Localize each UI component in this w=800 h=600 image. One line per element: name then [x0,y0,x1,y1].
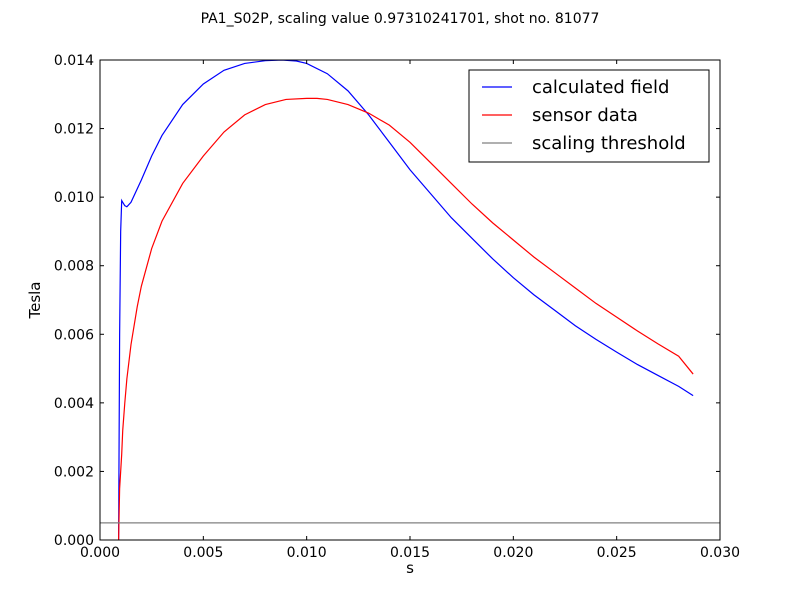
x-tick-label: 0.020 [493,545,533,561]
x-tick-label: 0.015 [390,545,430,561]
series-line-sensor-data [118,97,694,540]
x-tick-label: 0.030 [700,545,740,561]
legend-box [468,69,710,163]
legend: calculated field sensor data scaling thres… [468,69,710,163]
y-tick-label: 0.014 [54,53,94,69]
y-tick-label: 0.008 [54,259,94,275]
y-axis-label: Tesla [26,281,44,319]
series-line-calculated-field [118,60,694,540]
y-tick-label: 0.010 [54,190,94,206]
y-tick-label: 0.004 [54,396,94,412]
chart-title: PA1_S02P, scaling value 0.97310241701, s… [201,11,600,27]
legend-label: scaling threshold [532,133,686,154]
legend-label: calculated field [532,77,669,98]
y-tick-label: 0.012 [54,122,94,138]
x-tick-label: 0.025 [597,545,637,561]
y-tick-label: 0.006 [54,327,94,343]
x-tick-label: 0.000 [80,545,120,561]
series-layer [100,60,720,540]
x-axis-label: s [406,559,414,577]
y-tick-label: 0.000 [54,533,94,549]
x-tick-label: 0.005 [183,545,223,561]
ticks-layer: 0.000 0.005 0.010 0.015 0.020 0.025 0.030 0.000… [54,53,740,561]
x-tick-label: 0.010 [287,545,327,561]
y-tick-label: 0.002 [54,464,94,480]
legend-label: sensor data [532,105,638,126]
